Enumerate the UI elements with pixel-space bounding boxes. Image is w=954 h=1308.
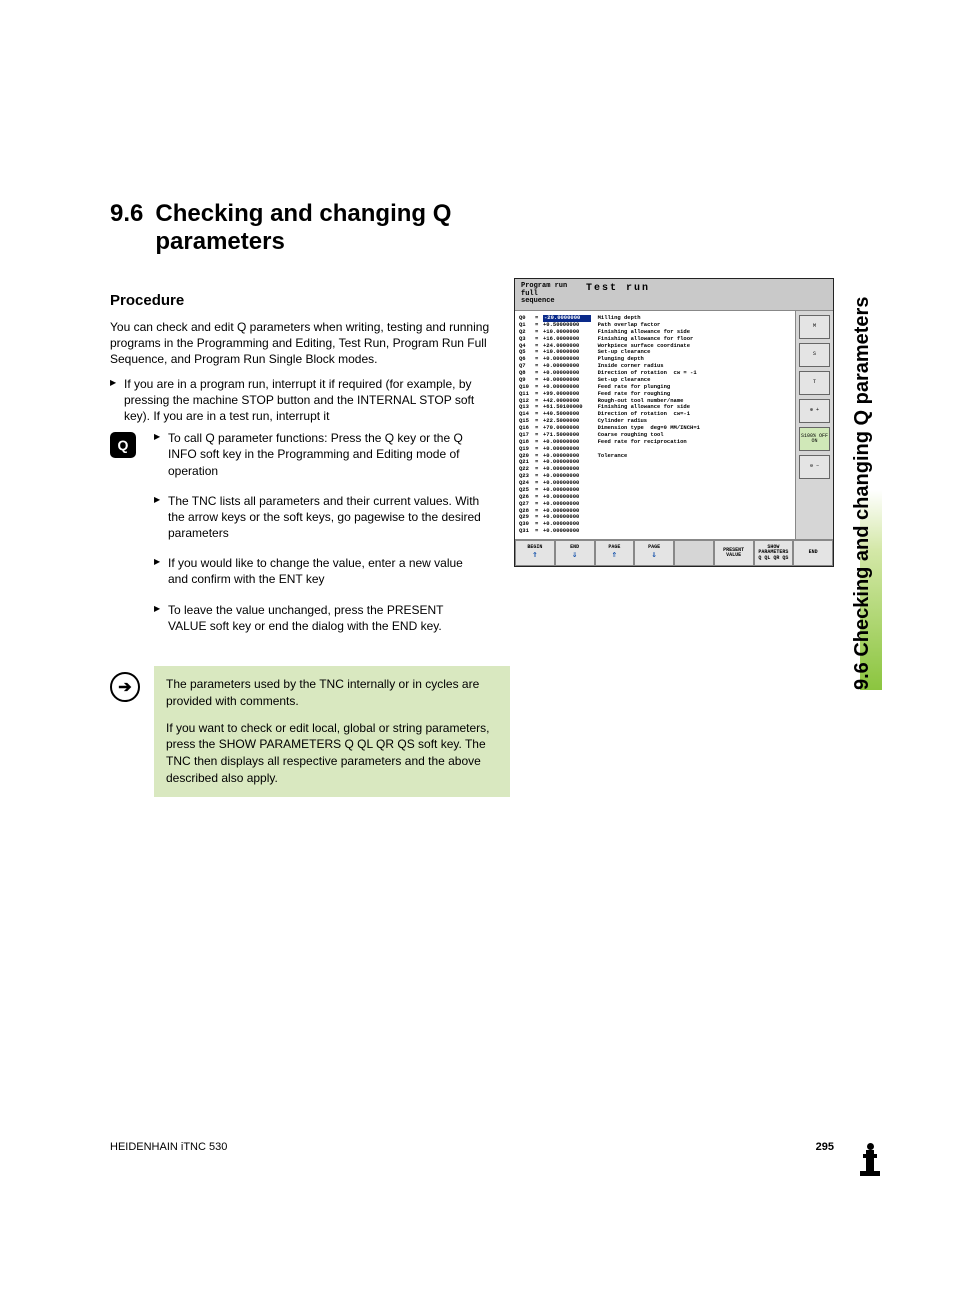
heading-title: Checking and changing Q parameters xyxy=(155,200,455,256)
q-bullet-0: To call Q parameter functions: Press the… xyxy=(154,430,484,479)
tnc-screenshot: Program run full sequence Test run Q0= -… xyxy=(514,278,834,567)
scr-mode-left: Program run full sequence xyxy=(515,279,580,310)
side-tab: 9.6 Checking and changing Q parameters xyxy=(854,200,882,690)
page-footer: HEIDENHAIN iTNC 530 295 xyxy=(110,1141,834,1153)
q-bullet-1: The TNC lists all parameters and their c… xyxy=(154,493,484,542)
bottom-softkey-row: BEGIN⇑END⇓PAGE⇑PAGE⇓ PRESENTVALUESHOWPARA… xyxy=(515,539,833,566)
page-number: 295 xyxy=(816,1141,834,1153)
right-softkey-column: MST ⊕ + S100% OFF ON ⊖ − xyxy=(795,311,833,539)
footer-left: HEIDENHAIN iTNC 530 xyxy=(110,1141,227,1153)
side-softkey[interactable]: T xyxy=(799,371,830,395)
arrow-right-icon: ➔ xyxy=(110,672,140,702)
bullet-interrupt: If you are in a program run, interrupt i… xyxy=(110,376,480,425)
q-bullet-3: To leave the value unchanged, press the … xyxy=(154,602,484,634)
q-row: Q31= +0.00000000 xyxy=(519,528,791,535)
info-icon xyxy=(850,1138,890,1178)
bottom-softkey[interactable]: END xyxy=(793,540,833,566)
note-p2: If you want to check or edit local, glob… xyxy=(166,720,498,787)
page-heading: 9.6 Checking and changing Q parameters xyxy=(110,200,864,256)
bottom-softkey[interactable]: SHOWPARAMETERSQ QL QR QS xyxy=(754,540,794,566)
side-tab-text: 9.6 Checking and changing Q parameters xyxy=(851,297,874,690)
side-softkey[interactable]: M xyxy=(799,315,830,339)
side-softkey[interactable]: S xyxy=(799,343,830,367)
heading-number: 9.6 xyxy=(110,200,143,256)
q-parameter-list: Q0= -20.0000000 Milling depthQ1= +0.5000… xyxy=(515,311,795,539)
bottom-softkey xyxy=(674,540,714,566)
q-bullet-2: If you would like to change the value, e… xyxy=(154,555,484,587)
intro-text: You can check and edit Q parameters when… xyxy=(110,319,490,368)
bottom-softkey[interactable]: PRESENTVALUE xyxy=(714,540,754,566)
side-softkey[interactable]: ⊕ + xyxy=(799,399,830,423)
bottom-softkey[interactable]: END⇓ xyxy=(555,540,595,566)
note-box: ➔ The parameters used by the TNC interna… xyxy=(110,666,510,797)
bottom-softkey[interactable]: BEGIN⇑ xyxy=(515,540,555,566)
side-softkey[interactable]: S100% OFF ON xyxy=(799,427,830,451)
bottom-softkey[interactable]: PAGE⇓ xyxy=(634,540,674,566)
q-key-icon: Q xyxy=(110,432,136,458)
bottom-softkey[interactable]: PAGE⇑ xyxy=(595,540,635,566)
note-p1: The parameters used by the TNC internall… xyxy=(166,676,498,710)
scr-mode-right: Test run xyxy=(580,279,656,310)
side-softkey[interactable]: ⊖ − xyxy=(799,455,830,479)
